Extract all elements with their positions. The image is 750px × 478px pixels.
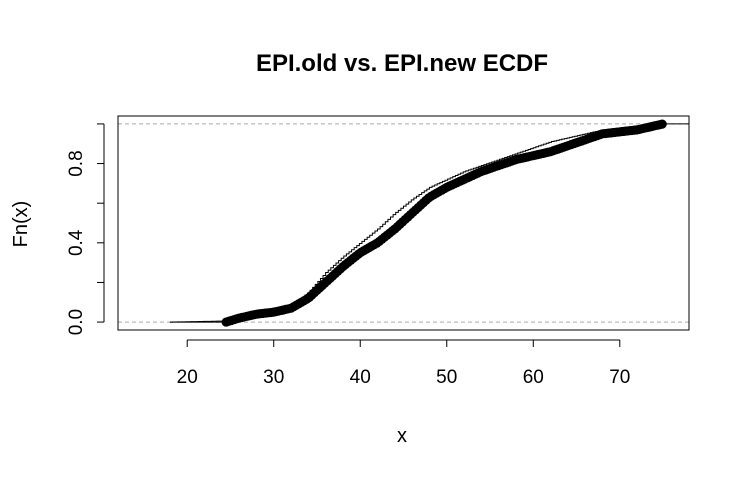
y-tick-label: 0.4 xyxy=(66,229,87,256)
x-tick-label: 50 xyxy=(436,367,457,388)
y-axis: 0.0 0.4 0.8 xyxy=(66,123,105,335)
y-tick-label: 0.8 xyxy=(66,150,87,176)
plot-frame xyxy=(117,115,690,331)
ecdf-point-series xyxy=(221,119,667,327)
y-tick-label: 0.0 xyxy=(66,309,87,335)
ecdf-step-line xyxy=(169,123,689,323)
x-tick-label: 70 xyxy=(609,367,630,388)
ecdf-point xyxy=(657,119,667,129)
x-axis-label: x xyxy=(397,425,407,447)
x-tick-label: 60 xyxy=(523,367,544,388)
chart-title: EPI.old vs. EPI.new ECDF xyxy=(256,50,548,77)
y-axis-label: Fn(x) xyxy=(10,201,32,248)
x-tick-label: 40 xyxy=(350,367,371,388)
x-axis: 20 30 40 50 60 70 xyxy=(177,339,630,388)
x-tick-label: 20 xyxy=(177,367,198,388)
x-tick-label: 30 xyxy=(263,367,284,388)
ecdf-step-series xyxy=(169,123,689,323)
